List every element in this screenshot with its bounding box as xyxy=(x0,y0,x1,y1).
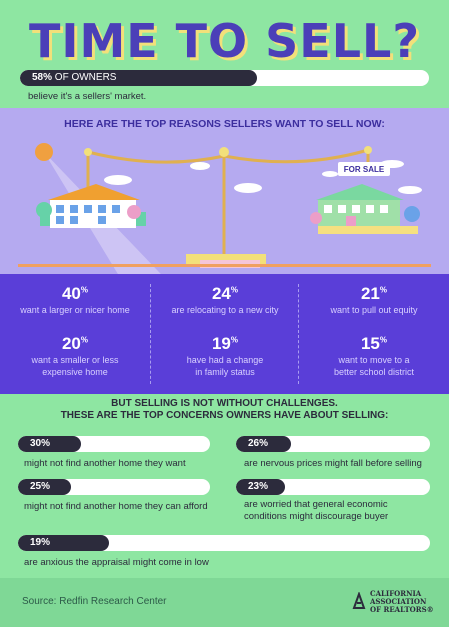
concern-bar: 23% xyxy=(236,479,430,495)
reason-stat: 40% want a larger or nicer home xyxy=(20,284,130,315)
concern-bar: 30% xyxy=(18,436,210,452)
concern-caption: are worried that general economic condit… xyxy=(244,499,389,522)
reason-stat: 19% have had a change in family status xyxy=(186,334,264,377)
car-logo-icon xyxy=(352,592,366,609)
page-title: TIME TO SELL? xyxy=(28,14,421,68)
owners-percent: 58% xyxy=(32,72,53,83)
reasons-panel: 40% want a larger or nicer home 24% are … xyxy=(0,274,449,394)
owners-caption: believe it's a sellers' market. xyxy=(28,91,147,102)
reason-stat: 15% want to move to a better school dist… xyxy=(333,334,415,377)
for-sale-sign: FOR SALE xyxy=(343,165,385,174)
concern-caption: might not find another home they can aff… xyxy=(24,501,208,512)
reason-stat: 21% want to pull out equity xyxy=(330,284,418,315)
sun-icon xyxy=(35,143,53,161)
concern-caption: might not find another home they want xyxy=(24,458,186,469)
scale-scene-graphic xyxy=(18,143,431,274)
house-left-icon xyxy=(36,184,146,228)
concern-bar: 19% xyxy=(18,535,430,551)
house-right-icon xyxy=(310,162,420,234)
concern-bar: 25% xyxy=(18,479,210,495)
concern-bar: 26% xyxy=(236,436,430,452)
reason-stat: 24% are relocating to a new city xyxy=(171,284,279,315)
owners-progress-fill xyxy=(20,70,258,86)
footer: Source: Redfin Research Center CALIFORNI… xyxy=(0,578,449,627)
challenges-heading: BUT SELLING IS NOT WITHOUT CHALLENGES. T… xyxy=(60,398,389,421)
source-text: Source: Redfin Research Center xyxy=(22,596,167,607)
reasons-heading: HERE ARE THE TOP REASONS SELLERS WANT TO… xyxy=(64,118,385,130)
scale-illustration: HERE ARE THE TOP REASONS SELLERS WANT TO… xyxy=(0,108,449,274)
concern-caption: are anxious the appraisal might come in … xyxy=(24,557,209,568)
concern-caption: are nervous prices might fall before sel… xyxy=(244,458,422,469)
owners-progress-bar: 58% OF OWNERS xyxy=(20,70,429,86)
owners-label: OF OWNERS xyxy=(54,72,117,83)
reason-stat: 20% want a smaller or less expensive hom… xyxy=(31,334,119,377)
car-logo-text: CALIFORNIA ASSOCIATION OF REALTORS® xyxy=(370,589,434,614)
